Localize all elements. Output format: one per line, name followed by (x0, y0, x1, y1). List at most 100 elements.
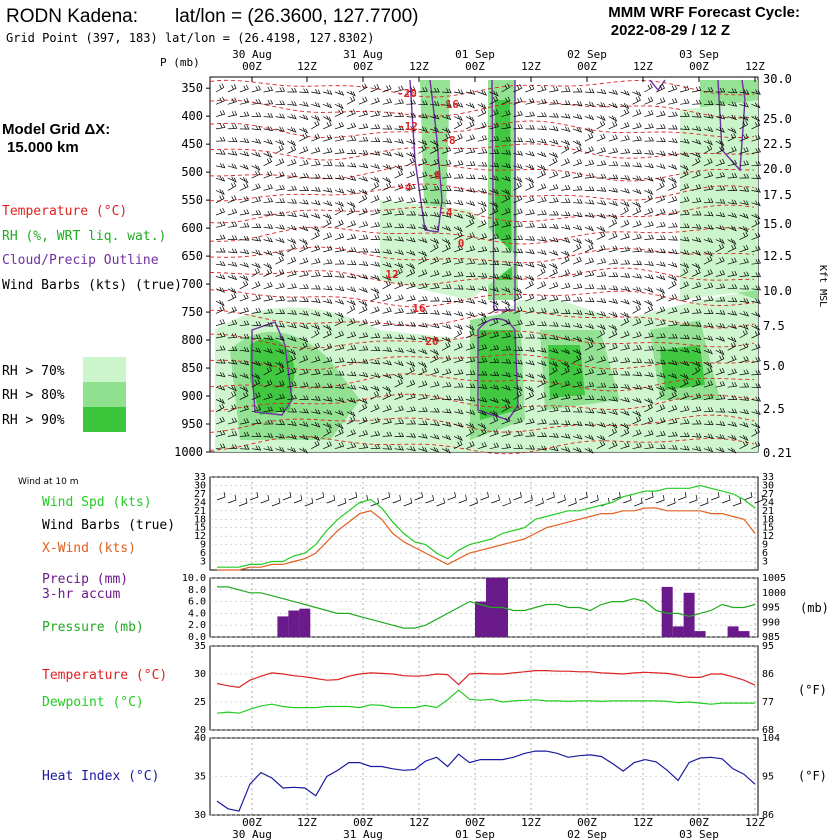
wind-barb (703, 184, 714, 191)
wind-barb (644, 207, 654, 216)
wind-barb (584, 368, 595, 376)
wind-barb (465, 356, 476, 363)
wind-barb (370, 333, 381, 339)
wind-barb (561, 198, 571, 204)
wind-barb (323, 258, 333, 265)
wind-barb (727, 368, 737, 376)
wind-barb (656, 97, 666, 105)
wind-barb (453, 382, 464, 388)
wind-barb (334, 312, 344, 319)
wind-barb (287, 447, 297, 453)
wind-barb (442, 310, 452, 316)
wind-barb (334, 90, 345, 96)
wind-barb (370, 385, 380, 392)
wind-barb (715, 140, 725, 147)
wind-barb (382, 431, 393, 437)
surface-wind-barb (491, 494, 500, 504)
wind-barb (513, 359, 524, 365)
wind-barb (620, 259, 631, 265)
wind-barb (668, 320, 678, 327)
wind-barb (263, 268, 273, 277)
wind-barb (311, 186, 321, 192)
wind-barb (525, 418, 535, 425)
wind-barb (465, 427, 475, 437)
wind-barb (406, 268, 416, 277)
f-unit: (°F) (798, 683, 827, 697)
wind-barb (227, 359, 238, 365)
wind-barb (453, 88, 464, 95)
wind-barb (442, 101, 452, 107)
wind-barb (679, 170, 689, 179)
wind-barb (549, 184, 559, 191)
surface-wind-barb (546, 491, 555, 501)
wind-barb (691, 268, 701, 277)
wind-barb (263, 347, 273, 354)
wind-barb (394, 405, 404, 413)
wind-barb (358, 109, 369, 117)
temp-ytick-left: 35 (194, 641, 206, 652)
wind-barb (358, 416, 368, 425)
wind-barb (275, 113, 286, 119)
wind-barb (560, 237, 571, 244)
wind-barb (370, 261, 381, 267)
wind-barb (453, 258, 464, 265)
wind-ytick-left: 12 (194, 531, 206, 542)
wind-barb (227, 97, 237, 105)
wind-barb (406, 366, 415, 376)
wind-barb (430, 185, 440, 191)
wind-barb (239, 275, 249, 282)
surface-wind-barb (732, 497, 742, 507)
wind-barb (572, 185, 583, 191)
wind-barb (549, 152, 559, 159)
wind-barb (311, 115, 321, 122)
wind-barb (703, 250, 713, 257)
wind-barb (215, 403, 225, 413)
wind-barb (227, 430, 238, 437)
wind-barb (287, 158, 297, 167)
wind-barb (239, 182, 249, 191)
cloud-outline (491, 79, 516, 311)
wind-barb (406, 432, 416, 438)
wind-barb (703, 446, 714, 453)
wind-barb (215, 416, 225, 425)
wind-barb (656, 221, 666, 228)
legend-dewpoint: Dewpoint (°C) (42, 695, 144, 710)
wind-barb (608, 213, 618, 220)
wind-barb (394, 321, 405, 327)
wind-barb (513, 150, 524, 156)
wind-barb (656, 359, 666, 365)
wind-barb (644, 221, 654, 228)
wind-barb (751, 89, 761, 95)
isotherm-line (209, 246, 755, 264)
wind-barb (501, 403, 510, 413)
wind-barb (311, 173, 321, 179)
wind-barb (727, 101, 738, 107)
wind-barb (549, 197, 559, 204)
wind-barb (751, 343, 761, 351)
precip-ytick: 8.0 (188, 585, 206, 596)
wind-barb (418, 282, 428, 290)
wind-barb (215, 149, 226, 155)
wind-barb (727, 127, 737, 134)
wind-barb (572, 100, 583, 106)
wind-barb (668, 177, 677, 184)
wind-barb (263, 393, 273, 400)
wind-barb (620, 317, 630, 327)
wind-barb (323, 187, 333, 193)
wind-barb (215, 162, 226, 169)
wind-barb (299, 225, 309, 232)
wind-barb (263, 184, 273, 191)
wind-ytick-left: 24 (194, 497, 206, 508)
wind-barb (406, 347, 416, 354)
wind-barb (418, 420, 428, 426)
temp-ytick-right: 68 (762, 725, 774, 736)
wind-barb (311, 342, 320, 351)
wind-barb (334, 246, 345, 253)
wind-barb (334, 272, 345, 278)
wind-barb (442, 395, 452, 400)
wind-barb (703, 211, 714, 217)
wind-barb (632, 220, 642, 228)
wind-barb (572, 198, 583, 204)
legend-heat-index: Heat Index (°C) (42, 769, 159, 784)
surface-wind-barb (425, 494, 435, 504)
